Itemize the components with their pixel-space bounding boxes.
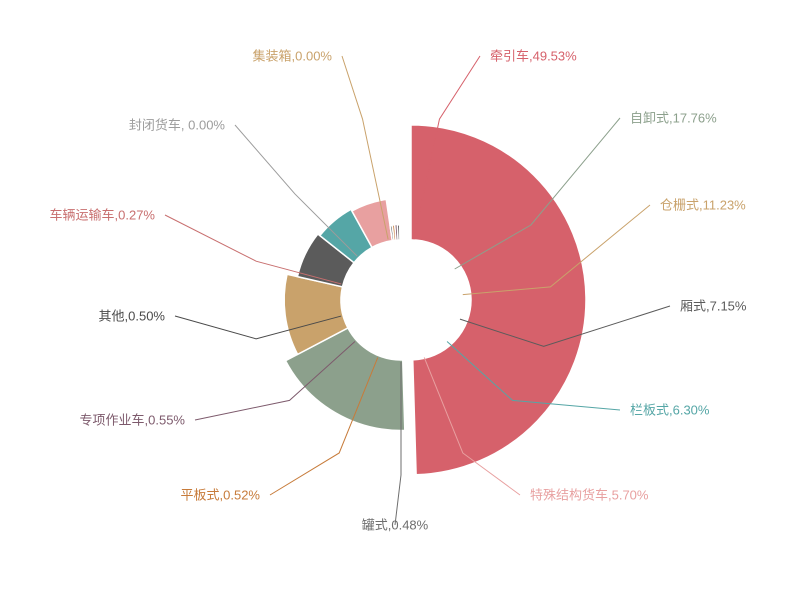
slice-label: 平板式,0.52% <box>181 488 261 503</box>
slice-label: 特殊结构货车,5.70% <box>530 488 649 503</box>
slice-label: 牵引车,49.53% <box>490 49 577 64</box>
labels-group: 牵引车,49.53% 自卸式,17.76% 仓栅式,11.23% 厢式,7.15% 栏板… <box>50 49 747 533</box>
slices-group <box>284 125 586 475</box>
slice <box>400 228 401 240</box>
slice <box>411 125 586 475</box>
slice-label: 其他,0.50% <box>99 309 166 324</box>
slice-label: 仓栅式,11.23% <box>660 198 746 213</box>
nightingale-rose-chart: 牵引车,49.53% 自卸式,17.76% 仓栅式,11.23% 厢式,7.15% 栏板… <box>0 0 802 599</box>
slice-label: 自卸式,17.76% <box>630 111 717 126</box>
slice-label: 罐式,0.48% <box>362 518 429 533</box>
slice-label: 封闭货车, 0.00% <box>129 118 226 133</box>
slice-label: 集装箱,0.00% <box>253 49 333 64</box>
slice-label: 厢式,7.15% <box>680 299 747 314</box>
slice-label: 专项作业车,0.55% <box>80 413 186 428</box>
slice-label: 车辆运输车,0.27% <box>50 208 156 223</box>
slice-label: 栏板式,6.30% <box>630 403 710 418</box>
